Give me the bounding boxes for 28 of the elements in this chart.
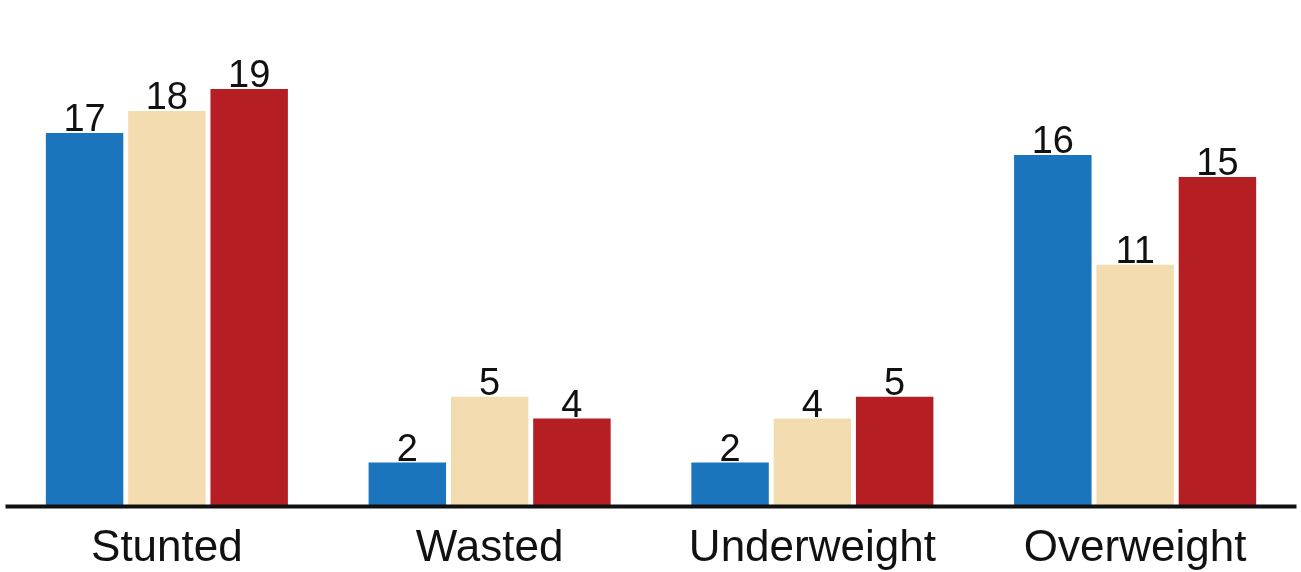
bar <box>1096 264 1174 507</box>
bar <box>533 418 611 507</box>
bar <box>368 462 447 507</box>
bar <box>128 110 206 507</box>
data-label: 4 <box>801 382 823 425</box>
bar <box>773 418 852 507</box>
bar <box>855 396 934 507</box>
data-label: 2 <box>719 426 741 469</box>
bar <box>210 89 288 507</box>
data-label: 15 <box>1196 140 1239 183</box>
bar <box>691 462 769 507</box>
data-label: 18 <box>145 74 189 117</box>
data-label: 19 <box>228 53 271 95</box>
x-tick-label: Overweight <box>1023 520 1247 570</box>
bar <box>450 396 529 507</box>
data-label: 5 <box>884 360 906 403</box>
data-label: 17 <box>63 96 106 139</box>
data-label: 16 <box>1031 118 1074 161</box>
data-label: 2 <box>396 426 418 469</box>
bar <box>45 132 124 507</box>
x-tick-label: Stunted <box>91 520 243 570</box>
x-tick-label: Wasted <box>415 520 564 570</box>
bar <box>1014 154 1092 507</box>
bar <box>1178 176 1257 507</box>
x-tick-label: Underweight <box>688 520 936 570</box>
data-label: 4 <box>561 382 583 425</box>
data-label: 5 <box>479 360 501 403</box>
data-label: 11 <box>1115 228 1155 271</box>
